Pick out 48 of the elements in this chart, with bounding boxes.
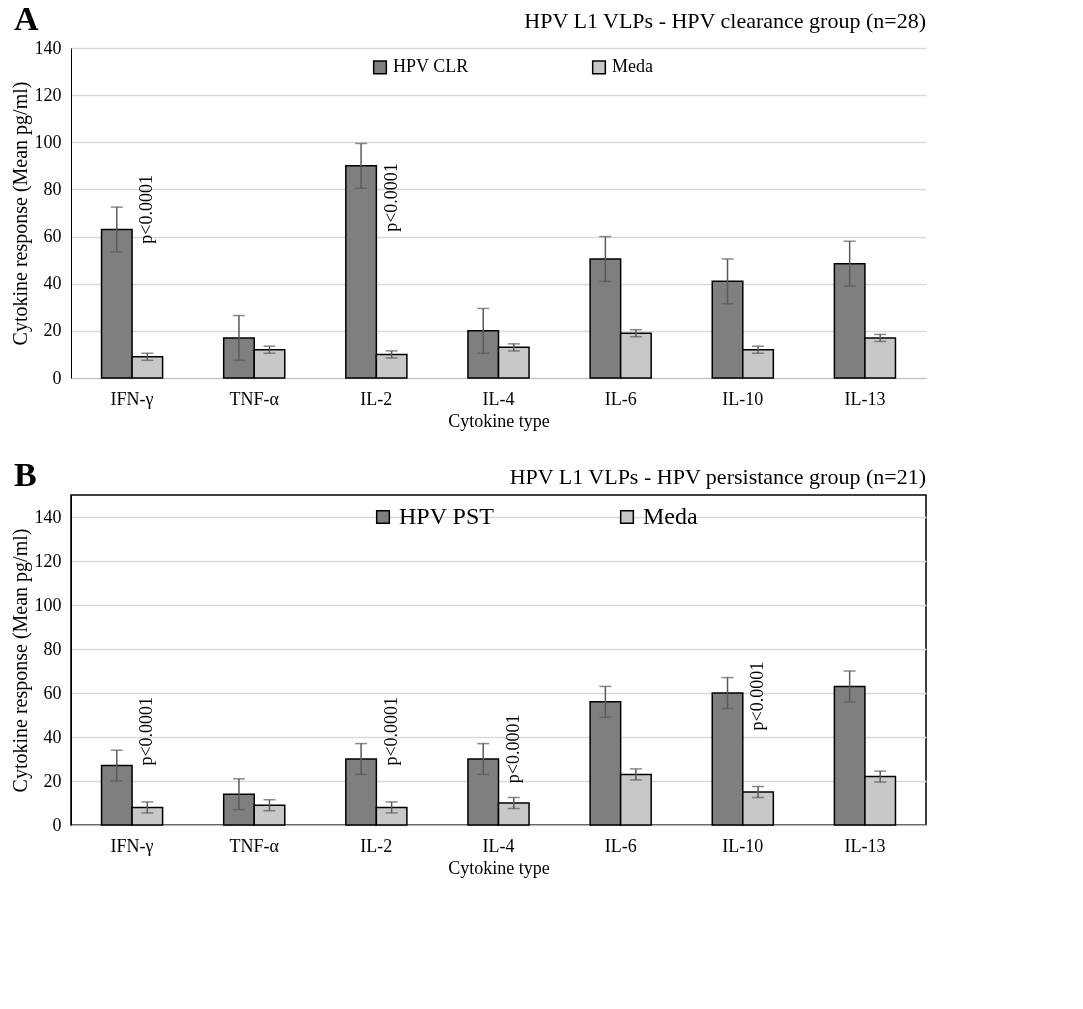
chart-title: HPV L1 VLPs - HPV persistance group (n=21) [509,464,926,489]
x-axis-title: Cytokine type [448,410,550,431]
y-tick-label: 60 [43,226,62,247]
text: A [14,0,39,38]
annotation: p<0.0001 [502,714,523,784]
y-tick-label: 20 [43,770,62,791]
y-tick-label: 60 [43,682,62,703]
x-tick-label: IL-6 [604,835,637,856]
x-tick-label: IFN-γ [110,835,154,856]
x-tick-label: IL-2 [360,388,393,409]
y-tick-label: 0 [52,367,62,388]
x-tick-label: TNF-α [229,388,280,409]
x-tick-label: IL-4 [482,835,515,856]
annotation: p<0.0001 [747,661,768,731]
y-axis-title: Cytokine response (Mean pg/ml) [8,81,32,346]
annotation: p<0.0001 [136,696,157,766]
y-tick-label: 100 [34,131,62,152]
y-tick-label: 120 [34,550,62,571]
y-tick-label: 40 [43,726,62,747]
y-tick-label: 140 [34,37,62,58]
y-tick-label: 140 [34,506,62,527]
y-tick-label: 100 [34,594,62,615]
y-tick-label: 80 [43,638,62,659]
y-tick-label: 120 [34,84,62,105]
text: B [14,456,37,494]
x-tick-label: IL-6 [604,388,637,409]
x-tick-label: IL-10 [722,388,764,409]
x-tick-label: IL-4 [482,388,515,409]
y-axis-title: Cytokine response (Mean pg/ml) [8,528,32,793]
x-tick-label: IL-10 [722,835,764,856]
legend-label: Meda [612,56,653,77]
y-tick-label: 0 [52,814,62,835]
annotation: p<0.0001 [136,174,157,244]
x-tick-label: IL-2 [360,835,393,856]
y-tick-label: 80 [43,178,62,199]
legend-label: HPV CLR [393,56,469,77]
annotation: p<0.0001 [380,696,401,766]
legend-label: Meda [643,503,698,529]
x-tick-label: IL-13 [844,388,886,409]
x-tick-label: IFN-γ [110,388,154,409]
x-tick-label: TNF-α [229,835,280,856]
chart-title: HPV L1 VLPs - HPV clearance group (n=28) [524,8,926,33]
annotation: p<0.0001 [380,163,401,232]
x-axis-title: Cytokine type [448,857,550,878]
y-tick-label: 40 [43,273,62,294]
y-tick-label: 20 [43,320,62,341]
legend-label: HPV PST [399,503,495,529]
x-tick-label: IL-13 [844,835,886,856]
